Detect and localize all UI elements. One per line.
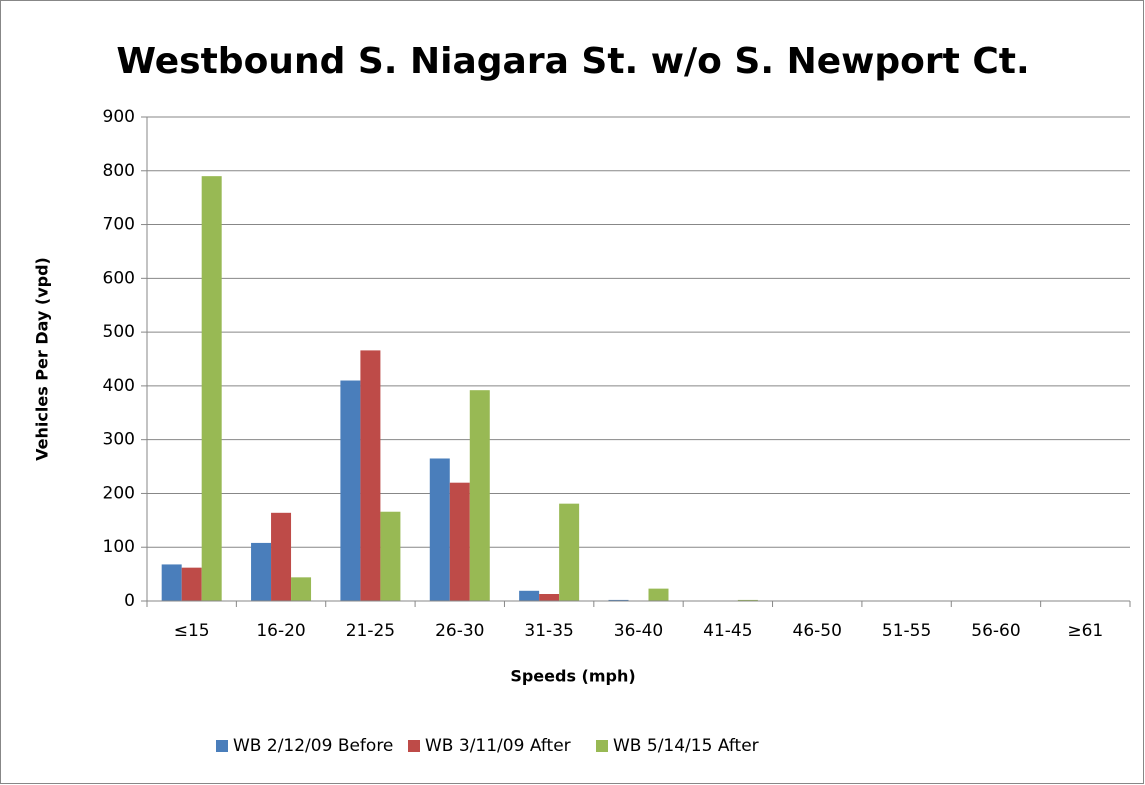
bar <box>161 564 182 601</box>
bar <box>429 458 450 601</box>
y-axis-label: Vehicles Per Day (vpd) <box>33 257 52 461</box>
x-tick-label: 31-35 <box>524 621 573 641</box>
x-axis-label: Speeds (mph) <box>510 667 635 686</box>
bar <box>271 512 292 601</box>
x-tick-label: 51-55 <box>882 621 931 641</box>
chart-title: Westbound S. Niagara St. w/o S. Newport … <box>116 41 1029 82</box>
y-tick-label: 200 <box>103 483 135 503</box>
x-tick-label: 26-30 <box>435 621 484 641</box>
bar <box>469 390 490 601</box>
x-tick-label: 41-45 <box>703 621 752 641</box>
bar <box>201 176 222 601</box>
y-tick-label: 800 <box>103 161 135 181</box>
x-tick-label: 21-25 <box>346 621 395 641</box>
x-tick-label: ≥61 <box>1067 621 1103 641</box>
bar <box>737 599 758 601</box>
bar <box>291 577 312 601</box>
y-tick-label: 100 <box>103 537 135 557</box>
y-tick-label: 400 <box>103 376 135 396</box>
legend-label: WB 5/14/15 After <box>613 736 759 756</box>
x-tick-label: 36-40 <box>614 621 663 641</box>
bar <box>608 599 629 601</box>
bar <box>380 511 401 601</box>
y-tick-label: 600 <box>103 268 135 288</box>
bar <box>539 594 560 601</box>
legend-swatch <box>408 740 420 752</box>
bar <box>449 482 470 601</box>
bar <box>559 503 580 601</box>
x-tick-label: 46-50 <box>793 621 842 641</box>
x-tick-label: 56-60 <box>971 621 1020 641</box>
y-tick-label: 700 <box>103 215 135 235</box>
legend-label: WB 3/11/09 After <box>425 736 571 756</box>
x-tick-label: 16-20 <box>256 621 305 641</box>
legend-swatch <box>216 740 228 752</box>
legend-swatch <box>596 740 608 752</box>
bar <box>251 542 272 601</box>
x-tick-label: ≤15 <box>174 621 210 641</box>
bar <box>360 350 381 601</box>
bar <box>648 588 669 601</box>
bar <box>519 590 540 601</box>
y-tick-label: 0 <box>124 591 135 611</box>
y-tick-label: 900 <box>103 107 135 127</box>
y-tick-label: 500 <box>103 322 135 342</box>
y-tick-label: 300 <box>103 430 135 450</box>
bar <box>181 567 202 601</box>
legend-label: WB 2/12/09 Before <box>233 736 393 756</box>
bar <box>340 380 361 601</box>
